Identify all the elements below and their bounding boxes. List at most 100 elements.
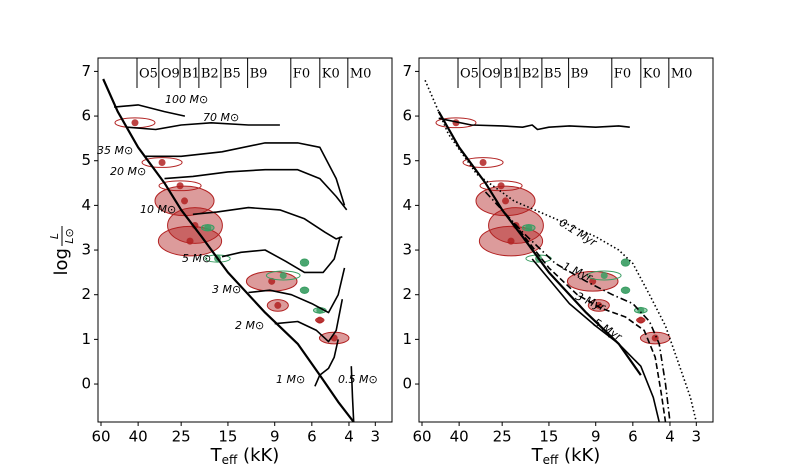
star-error bbox=[435, 117, 477, 129]
star bbox=[204, 224, 212, 232]
x-tick-label: 40 bbox=[129, 428, 148, 446]
track-label: 100 M⊙ bbox=[165, 93, 208, 106]
star bbox=[316, 316, 324, 324]
spectral-label: F0 bbox=[293, 67, 310, 82]
track-line bbox=[484, 191, 671, 422]
track-line bbox=[424, 79, 698, 422]
star bbox=[600, 272, 608, 280]
track-line bbox=[114, 104, 186, 117]
star bbox=[131, 119, 139, 127]
x-tick-label: 15 bbox=[539, 428, 558, 446]
track-line bbox=[192, 206, 343, 240]
x-tick-label: 9 bbox=[270, 428, 280, 446]
star-error bbox=[462, 157, 504, 168]
track-label: 70 M⊙ bbox=[203, 111, 239, 124]
track-line bbox=[127, 122, 280, 131]
y-tick-label: 1 bbox=[402, 330, 412, 348]
track-label: 2 M⊙ bbox=[235, 319, 264, 332]
star-error bbox=[265, 270, 301, 281]
star-error bbox=[204, 254, 231, 263]
y-label-num: L bbox=[48, 233, 61, 239]
star bbox=[502, 197, 510, 205]
x-tick-label: 4 bbox=[344, 428, 354, 446]
star bbox=[507, 237, 515, 245]
x-tick-label: 25 bbox=[493, 428, 512, 446]
star bbox=[497, 182, 505, 190]
plot-area bbox=[102, 78, 355, 422]
star bbox=[301, 259, 309, 267]
star bbox=[479, 159, 487, 167]
x-tick-label: 6 bbox=[307, 428, 317, 446]
x-tick-label: 15 bbox=[218, 428, 237, 446]
star bbox=[637, 316, 645, 324]
plot-area bbox=[424, 79, 698, 422]
track-label: 3 M⊙ bbox=[212, 283, 241, 296]
x-axis-label: Teff (kK) bbox=[531, 445, 601, 467]
track-label: 5 M⊙ bbox=[182, 252, 211, 265]
spectral-label: K0 bbox=[322, 67, 340, 82]
x-tick-label: 25 bbox=[172, 428, 191, 446]
y-axis-label: log L L⊙ bbox=[48, 226, 76, 275]
x-axis-label: Teff (kK) bbox=[210, 445, 280, 467]
spectral-label: B5 bbox=[223, 67, 241, 82]
spectral-label: M0 bbox=[350, 67, 372, 82]
y-tick-label: 5 bbox=[402, 151, 412, 169]
y-tick-label: 4 bbox=[402, 196, 412, 214]
zams-line bbox=[102, 78, 355, 422]
track-label: 35 M⊙ bbox=[97, 144, 133, 157]
y-tick-label: 2 bbox=[402, 285, 412, 303]
spectral-label: B2 bbox=[201, 67, 219, 82]
y-tick-label: 0 bbox=[402, 375, 412, 393]
track-line bbox=[221, 236, 341, 274]
track-line bbox=[248, 267, 346, 314]
x-tick-label: 4 bbox=[665, 428, 675, 446]
track-label: 0.1 Myr bbox=[557, 216, 600, 250]
star bbox=[301, 286, 309, 294]
spectral-label: B1 bbox=[182, 67, 200, 82]
spectral-label: B9 bbox=[250, 67, 268, 82]
star bbox=[176, 182, 184, 190]
star bbox=[651, 334, 659, 342]
star bbox=[637, 306, 645, 314]
y-tick-label: 3 bbox=[81, 241, 91, 259]
x-label-sub: eff bbox=[543, 453, 559, 467]
x-label-main: T bbox=[210, 445, 223, 466]
y-tick-label: 5 bbox=[81, 151, 91, 169]
axes-frame bbox=[418, 57, 714, 423]
y-tick-label: 1 bbox=[81, 330, 91, 348]
x-tick-label: 60 bbox=[412, 428, 431, 446]
spectral-label: B5 bbox=[544, 67, 562, 82]
zams-line bbox=[437, 111, 642, 376]
x-tick-label: 3 bbox=[692, 428, 702, 446]
track-label: 10 M⊙ bbox=[140, 203, 176, 216]
x-label-main: T bbox=[531, 445, 544, 466]
x-tick-label: 6 bbox=[628, 428, 638, 446]
star-error bbox=[479, 180, 523, 192]
star-error bbox=[586, 270, 622, 281]
track-line bbox=[274, 299, 344, 343]
spectral-label: B1 bbox=[503, 67, 521, 82]
y-tick-label: 3 bbox=[402, 241, 412, 259]
star bbox=[186, 237, 194, 245]
star bbox=[622, 259, 630, 267]
spectral-label: O9 bbox=[482, 67, 501, 82]
track-line bbox=[438, 117, 660, 422]
track-label: 5 Myr bbox=[591, 316, 625, 344]
spectral-label: O9 bbox=[161, 67, 180, 82]
track-label: 20 M⊙ bbox=[110, 165, 146, 178]
y-tick-label: 4 bbox=[81, 196, 91, 214]
y-tick-label: 2 bbox=[81, 285, 91, 303]
spectral-label: M0 bbox=[671, 67, 693, 82]
track-line bbox=[164, 168, 348, 211]
track-label: 1 M⊙ bbox=[276, 373, 305, 386]
track-label: 0.5 M⊙ bbox=[338, 373, 378, 386]
star bbox=[158, 159, 166, 167]
track-line bbox=[513, 222, 667, 422]
y-tick-label: 6 bbox=[81, 107, 91, 125]
x-tick-label: 9 bbox=[591, 428, 601, 446]
x-tick-label: 60 bbox=[91, 428, 110, 446]
track-line bbox=[350, 366, 355, 422]
star bbox=[274, 301, 282, 309]
y-tick-label: 6 bbox=[402, 107, 412, 125]
